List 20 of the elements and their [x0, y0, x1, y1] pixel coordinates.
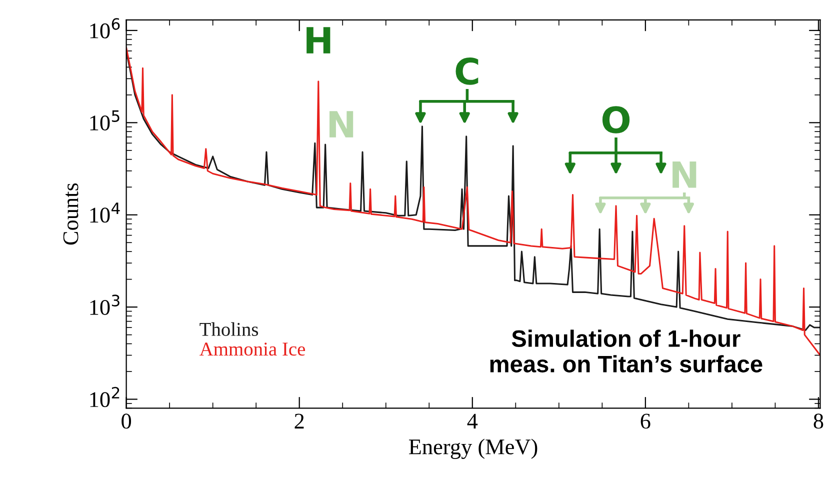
- x-tick-label: 0: [122, 414, 132, 429]
- annotation: C: [456, 58, 478, 85]
- x-axis-title: Energy (MeV): [408, 438, 538, 459]
- x-tick-label: 8: [814, 414, 824, 429]
- annotation: O: [602, 106, 630, 134]
- annotation: Simulation of 1-hour meas. on Titan’s surface: [490, 330, 762, 372]
- y-axis-title: Counts: [63, 183, 78, 245]
- y-tick-label: 10$^{4}$: [90, 202, 120, 223]
- y-tick-label: 10$^{3}$: [90, 294, 120, 315]
- annotation: N: [330, 111, 354, 138]
- x-tick-label: 6: [640, 414, 650, 429]
- x-tick-label: 2: [294, 414, 304, 428]
- x-tick-label: 4: [467, 414, 478, 428]
- text: Tholins: [200, 322, 258, 336]
- annotation: H: [306, 27, 330, 54]
- y-tick-label: 10$^{6}$: [90, 18, 120, 38]
- text: Ammonia Ice: [200, 342, 306, 356]
- y-tick-label: 10$^{5}$: [90, 110, 120, 130]
- y-tick-label: 10$^{2}$: [90, 386, 120, 408]
- annotation: N: [672, 161, 696, 188]
